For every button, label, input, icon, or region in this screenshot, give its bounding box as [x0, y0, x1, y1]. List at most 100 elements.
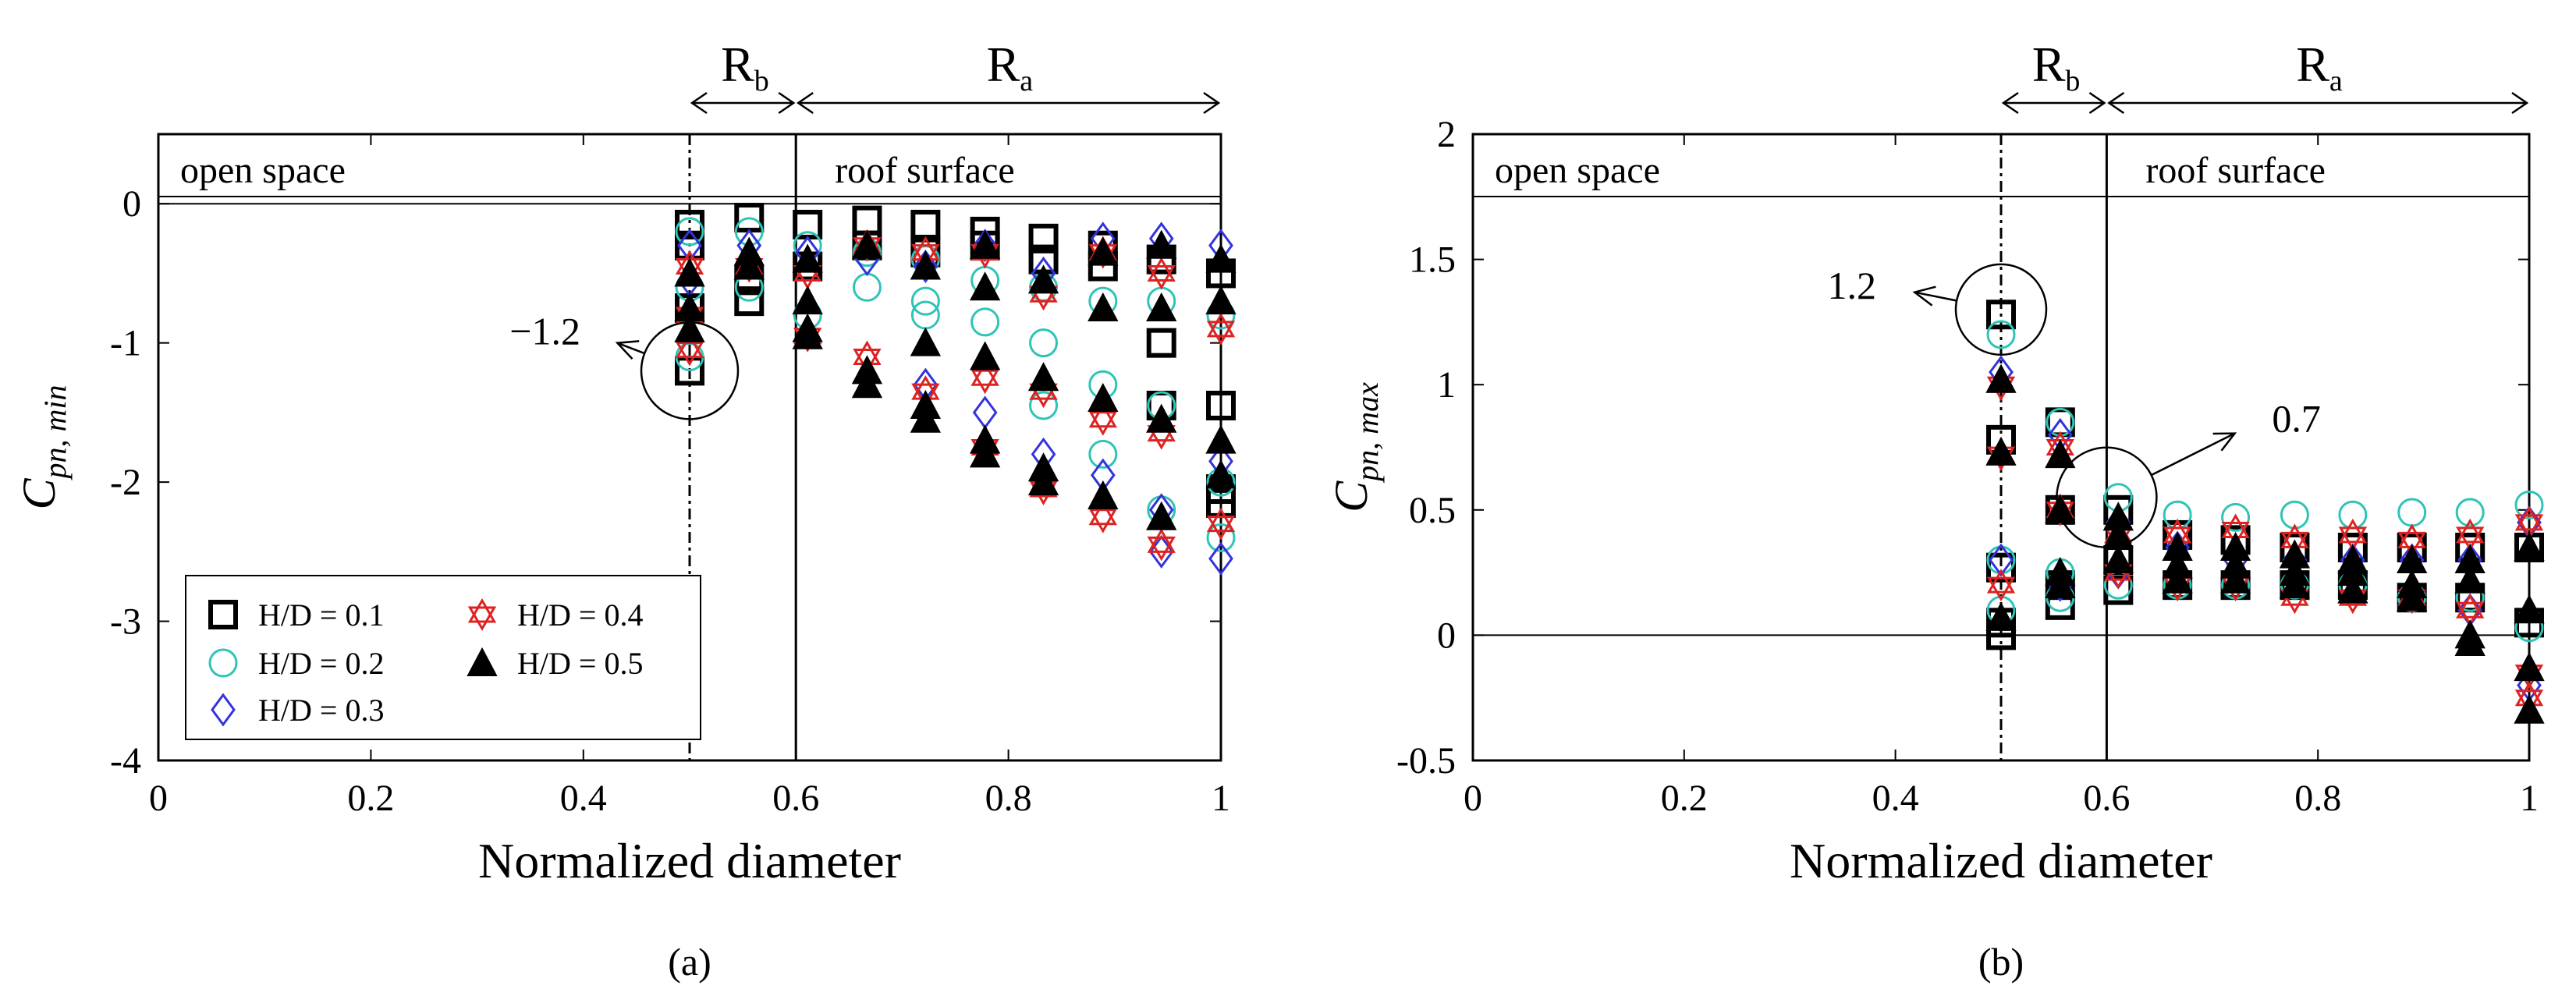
data-point-star: [2455, 594, 2485, 619]
x-tick-label: 1: [1212, 778, 1230, 819]
data-point-star: [1986, 569, 2016, 594]
data-point-star: [1088, 402, 1118, 428]
annotation-circle: [640, 321, 740, 420]
data-point-triangle: [910, 250, 942, 280]
data-point-triangle: [2219, 564, 2251, 594]
annotation-arrow: [2151, 432, 2236, 477]
data-point-triangle: [1146, 501, 1177, 530]
data-point-diamond: [1989, 543, 2014, 577]
data-point-triangle: [733, 250, 765, 280]
data-point-triangle: [1088, 236, 1119, 266]
data-point-diamond: [1208, 541, 1233, 576]
data-point-triangle: [2162, 564, 2193, 594]
data-point-triangle: [1146, 403, 1177, 433]
data-point-circle: [208, 648, 238, 678]
data-point-star: [2338, 518, 2368, 544]
data-point-star: [2163, 526, 2192, 551]
rb-label-sub: b: [754, 65, 769, 97]
ra-label: Ra: [987, 37, 1034, 97]
data-point-triangle: [674, 313, 705, 342]
x-tick-label: 0.6: [2083, 778, 2130, 819]
data-point-triangle: [2045, 494, 2076, 523]
annotation-circle: [1954, 263, 2048, 356]
data-point-triangle: [1985, 436, 2017, 466]
data-point-triangle: [1985, 363, 2017, 393]
ra-range-arrow-arrowhead-left: [796, 91, 814, 115]
ra-label-main: R: [987, 37, 1020, 92]
data-point-circle: [675, 217, 704, 246]
data-point-triangle: [1205, 243, 1237, 273]
data-point-star: [2514, 514, 2544, 539]
y-tick-label: 0: [1437, 615, 1456, 656]
data-point-star: [853, 349, 882, 374]
data-point-triangle: [2454, 626, 2486, 657]
data-point-circle: [970, 307, 1000, 337]
data-point-star: [2514, 505, 2544, 531]
data-point-triangle: [851, 229, 883, 259]
legend-box: [185, 575, 701, 740]
data-point-star: [2221, 521, 2250, 547]
rb-label-main: R: [721, 37, 754, 92]
region-label-roof-surface: roof surface: [2145, 150, 2326, 191]
data-point-triangle: [2514, 694, 2545, 724]
y-tick-label: 0.5: [1409, 490, 1456, 531]
y-tick-label: -3: [110, 601, 141, 643]
annotation-arrow: [616, 342, 645, 355]
x-tick-label: 0: [1464, 778, 1482, 819]
y-axis-label-sub: pn, min: [37, 385, 73, 480]
data-point-triangle: [2514, 594, 2545, 624]
region-label-open-space: open space: [1495, 150, 1660, 191]
annotation-arrowhead: [615, 340, 640, 360]
data-point-star: [1147, 528, 1176, 553]
data-point-circle: [910, 286, 940, 316]
data-point-triangle: [2045, 438, 2076, 469]
ra-range-arrow-arrowhead-right: [2511, 91, 2529, 115]
data-point-triangle: [1205, 459, 1237, 489]
data-point-triangle: [910, 327, 942, 356]
y-tick-label: -1: [110, 323, 141, 364]
data-point-star: [911, 383, 940, 409]
rb-range-arrow-arrowhead-left: [690, 91, 708, 115]
data-point-triangle: [2454, 564, 2486, 594]
data-point-triangle: [910, 403, 942, 433]
data-point-triangle: [2102, 544, 2134, 574]
data-point-star: [1147, 264, 1176, 290]
data-point-triangle: [1027, 264, 1059, 294]
data-point-circle: [1986, 320, 2016, 349]
data-point-circle: [2514, 490, 2544, 519]
data-point-star: [675, 342, 704, 367]
y-axis-label: Cpn, max: [1325, 382, 1385, 512]
data-point-triangle: [674, 257, 705, 287]
data-point-square: [1206, 390, 1236, 420]
y-axis-label-main: C: [1325, 480, 1377, 512]
x-tick-label: 0.2: [1661, 778, 1708, 819]
data-points: [674, 203, 1237, 576]
annotation-label: −1.2: [509, 309, 580, 353]
data-point-triangle: [1205, 285, 1237, 315]
data-point-triangle: [2514, 531, 2545, 561]
data-point-star: [1088, 411, 1118, 436]
data-point-triangle: [1146, 292, 1177, 322]
region-label-open-space: open space: [180, 150, 346, 191]
data-point-star: [970, 361, 999, 386]
region-label-roof-surface: roof surface: [835, 150, 1015, 191]
data-point-star: [2338, 526, 2368, 551]
data-point-triangle: [1027, 362, 1059, 392]
data-point-triangle: [1205, 424, 1237, 454]
data-point-circle: [1029, 328, 1059, 358]
legend-entry-label: H/D = 0.3: [258, 693, 384, 728]
ra-label-sub: a: [2329, 65, 2343, 97]
data-point-star: [467, 597, 497, 623]
data-point-star: [675, 333, 704, 359]
data-point-circle: [2455, 498, 2485, 527]
data-point-triangle: [467, 647, 498, 676]
y-tick-label: 0: [122, 183, 141, 225]
data-point-triangle: [969, 229, 1001, 259]
x-axis-label: Normalized diameter: [478, 833, 901, 888]
legend-entry-label: H/D = 0.4: [517, 597, 643, 633]
annotation-arrow: [1914, 291, 1957, 302]
data-point-star: [2455, 601, 2485, 627]
x-tick-label: 0.8: [2294, 778, 2341, 819]
ra-label-sub: a: [1020, 65, 1033, 97]
data-point-triangle: [2397, 582, 2428, 611]
